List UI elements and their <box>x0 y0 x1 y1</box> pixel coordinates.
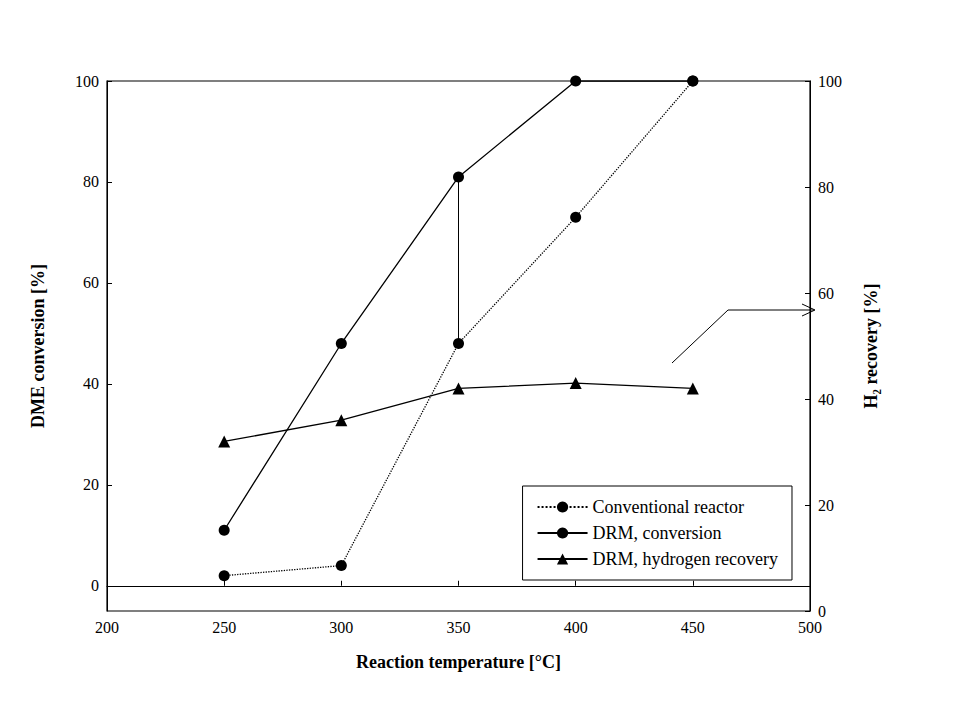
svg-text:100: 100 <box>75 73 99 90</box>
svg-text:60: 60 <box>818 285 834 302</box>
svg-text:20: 20 <box>818 497 834 514</box>
svg-text:0: 0 <box>91 577 99 594</box>
svg-text:Reaction temperature [°C]: Reaction temperature [°C] <box>356 652 561 672</box>
svg-text:60: 60 <box>83 274 99 291</box>
svg-text:40: 40 <box>818 391 834 408</box>
svg-text:450: 450 <box>681 619 705 636</box>
svg-text:400: 400 <box>564 619 588 636</box>
svg-text:250: 250 <box>212 619 236 636</box>
svg-text:0: 0 <box>818 603 826 620</box>
svg-text:100: 100 <box>818 73 842 90</box>
svg-text:DRM, hydrogen recovery: DRM, hydrogen recovery <box>593 549 778 569</box>
svg-text:350: 350 <box>447 619 471 636</box>
svg-text:500: 500 <box>798 619 822 636</box>
svg-text:20: 20 <box>83 476 99 493</box>
svg-text:200: 200 <box>95 619 119 636</box>
svg-text:300: 300 <box>329 619 353 636</box>
svg-text:40: 40 <box>83 375 99 392</box>
svg-text:DRM, conversion: DRM, conversion <box>593 523 722 543</box>
svg-text:DME conversion [%]: DME conversion [%] <box>28 264 48 428</box>
svg-text:H₂ recovery [%]: H₂ recovery [%] <box>861 283 881 408</box>
svg-text:80: 80 <box>83 173 99 190</box>
svg-text:80: 80 <box>818 179 834 196</box>
svg-text:Conventional reactor: Conventional reactor <box>593 497 744 517</box>
